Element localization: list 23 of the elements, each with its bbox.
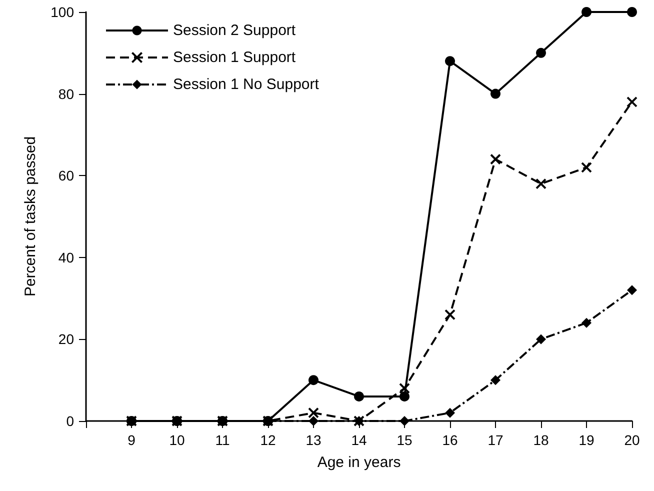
x-tick-label: 11 xyxy=(215,432,230,448)
x-tick-label: 15 xyxy=(396,432,412,448)
x-axis-title: Age in years xyxy=(317,454,401,471)
x-tick-label: 13 xyxy=(306,432,322,448)
y-tick-label: 20 xyxy=(58,331,74,348)
x-tick-label: 20 xyxy=(624,432,640,448)
x-tick-label: 14 xyxy=(351,432,367,448)
legend-label: Session 1 No Support xyxy=(173,76,320,93)
y-tick-label: 60 xyxy=(58,168,74,184)
y-tick-label: 0 xyxy=(66,413,74,429)
x-tick-label: 18 xyxy=(533,432,549,448)
x-tick-label: 10 xyxy=(169,432,185,448)
x-tick-label: 9 xyxy=(128,432,136,448)
y-tick-label: 100 xyxy=(50,4,74,20)
x-tick-label: 16 xyxy=(442,432,458,448)
legend-label: Session 2 Support xyxy=(173,22,296,39)
x-tick-label: 12 xyxy=(260,432,276,448)
y-tick-label: 80 xyxy=(58,86,74,102)
y-tick-label: 40 xyxy=(58,249,74,266)
x-tick-label: 17 xyxy=(488,432,504,448)
legend-label: Session 1 Support xyxy=(173,49,296,66)
y-axis-title: Percent of tasks passed xyxy=(22,136,39,297)
x-tick-label: 19 xyxy=(578,432,594,448)
